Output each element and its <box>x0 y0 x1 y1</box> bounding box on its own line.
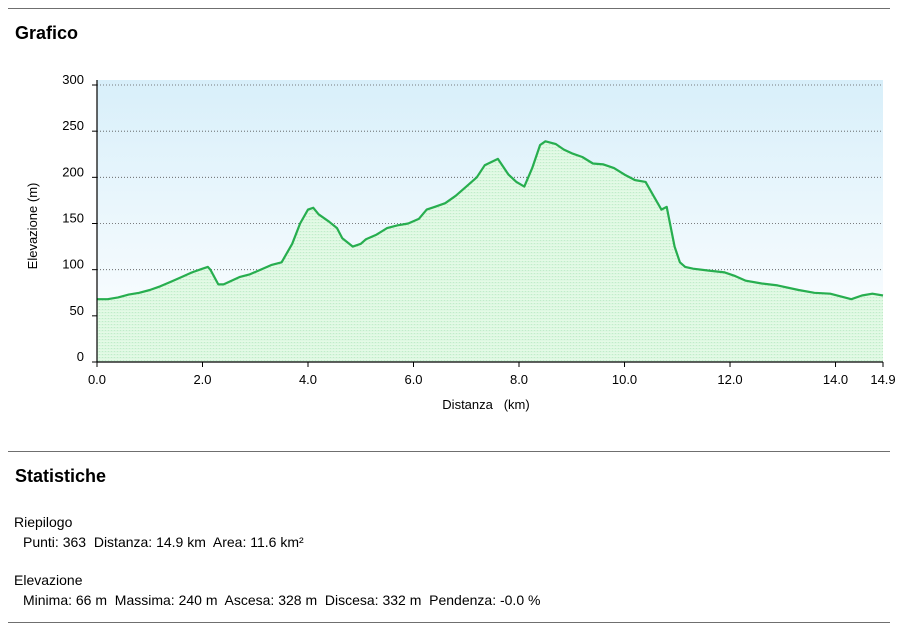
elevation-line-text: Minima: 66 m Massima: 240 m Ascesa: 328 … <box>23 592 541 608</box>
y-tick-label: 300 <box>62 72 84 87</box>
elevation-heading: Elevazione <box>14 572 83 588</box>
y-tick-label: 150 <box>62 211 84 226</box>
x-tick-label: 12.0 <box>717 372 742 387</box>
y-tick-label: 250 <box>62 118 84 133</box>
y-ticks: 0 50 100 150 200 250 300 <box>62 72 97 364</box>
y-tick-label: 100 <box>62 257 84 272</box>
elevation-area <box>97 141 883 362</box>
middle-rule <box>8 451 890 452</box>
summary-line: Punti: 363 Distanza: 14.9 km Area: 11.6 … <box>23 534 304 550</box>
stats-section-title: Statistiche <box>15 466 107 486</box>
x-tick-label: 2.0 <box>193 372 211 387</box>
x-axis-label: Distanza (km) <box>442 397 529 412</box>
y-tick-label: 0 <box>77 349 84 364</box>
bottom-rule <box>8 622 890 623</box>
x-ticks: 0.0 2.0 4.0 6.0 8.0 10.0 12.0 14.0 14.9 <box>88 362 896 387</box>
summary-heading: Riepilogo <box>14 514 73 530</box>
y-tick-label: 50 <box>70 303 84 318</box>
x-tick-label: 8.0 <box>510 372 528 387</box>
x-tick-label: 14.0 <box>823 372 848 387</box>
x-tick-label: 10.0 <box>612 372 637 387</box>
x-tick-label: 0.0 <box>88 372 106 387</box>
x-tick-label: 4.0 <box>299 372 317 387</box>
y-axis-label: Elevazione (m) <box>25 183 40 270</box>
elevation-line <box>97 140 884 301</box>
chart-section-title: Grafico <box>15 23 79 43</box>
x-tick-label: 14.9 <box>870 372 895 387</box>
top-rule <box>8 8 890 9</box>
elevation-chart: 0 50 100 150 200 250 300 0.0 2.0 4.0 6.0 8.0 10.0 12… <box>25 72 896 412</box>
x-tick-label: 6.0 <box>404 372 422 387</box>
y-tick-label: 200 <box>62 164 84 179</box>
